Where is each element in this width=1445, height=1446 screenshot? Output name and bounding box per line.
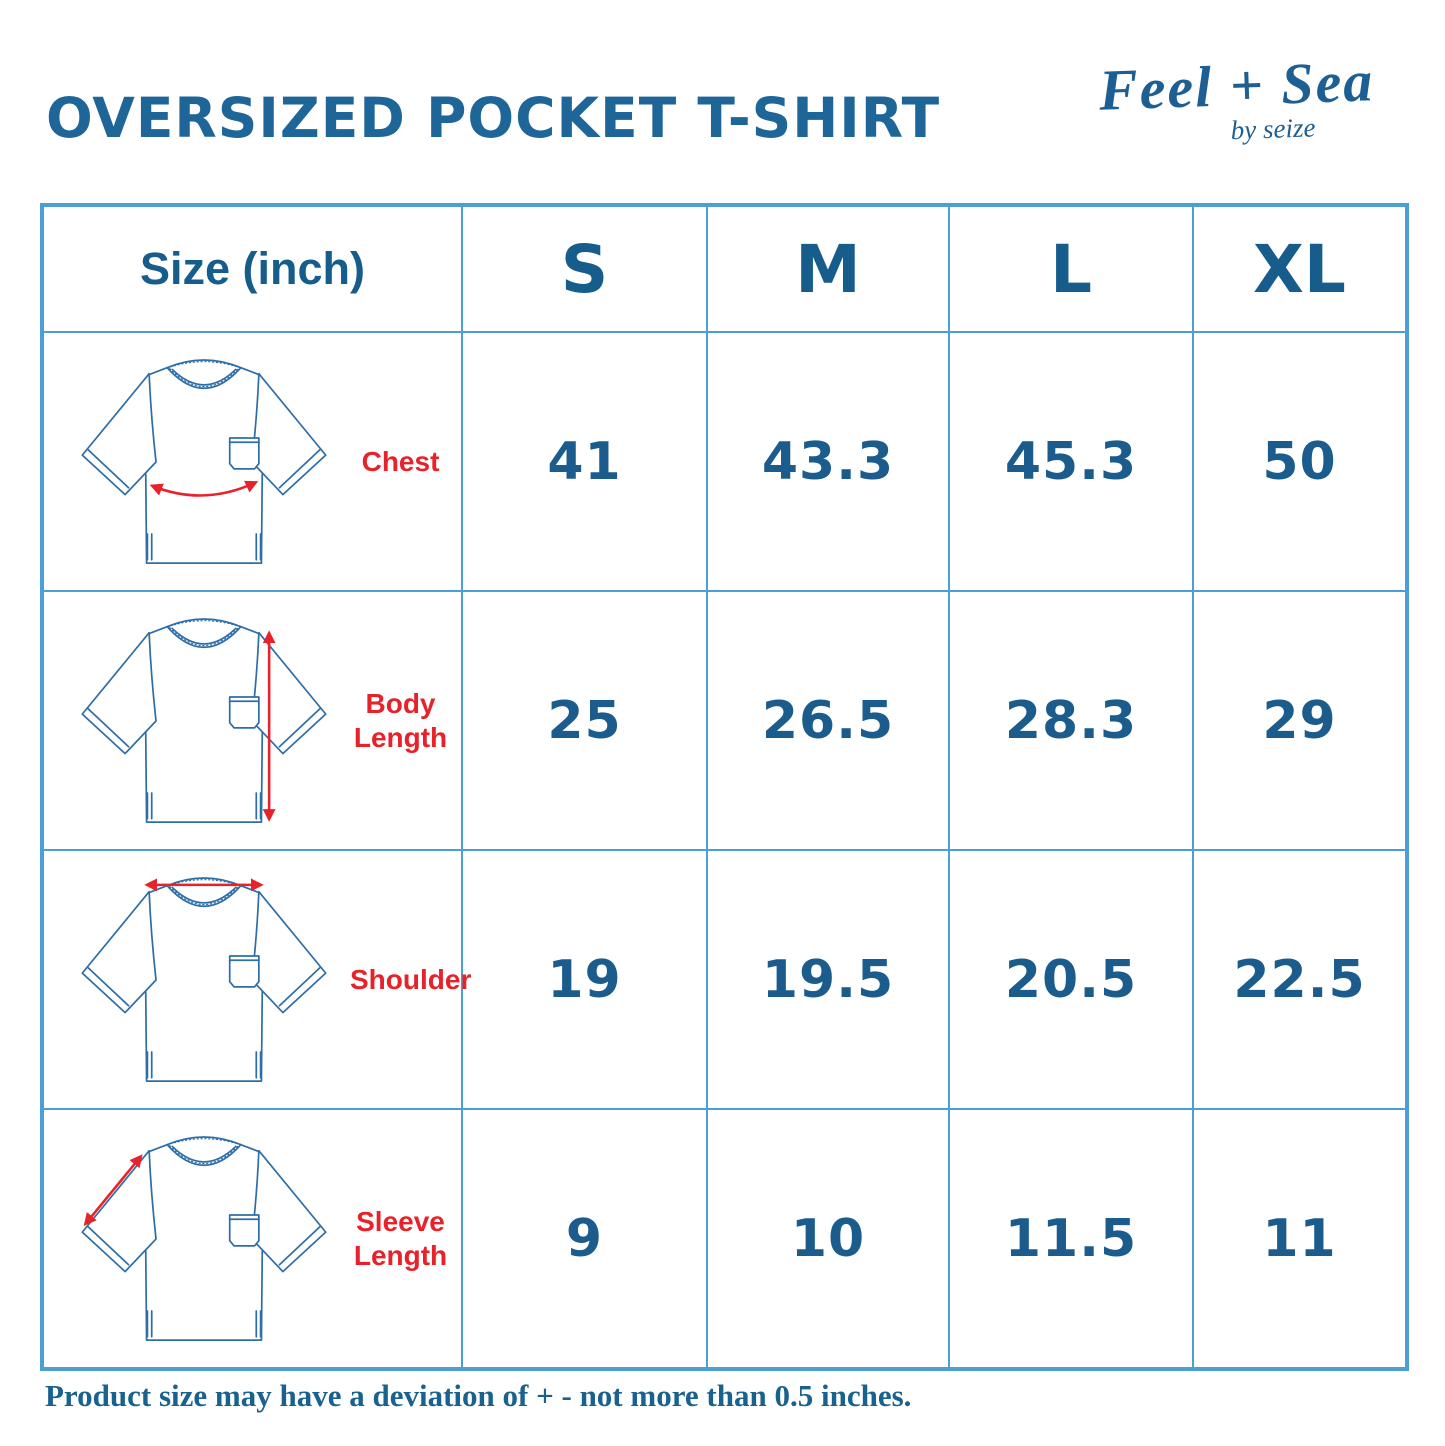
sleeve-length-measure-arrow-icon — [83, 1153, 143, 1226]
value-body-length-l: 28.3 — [948, 590, 1194, 851]
tshirt-sleeve-length-diagram — [58, 1119, 350, 1359]
value-body-length-s: 25 — [461, 590, 708, 851]
unit-header-cell: Size (inch) — [41, 204, 463, 333]
value-sleeve-length-s: 9 — [461, 1108, 708, 1370]
table-row-body-length: Body Length 25 26.5 28.3 29 — [41, 590, 1408, 851]
measure-label-chest: Chest — [361, 445, 440, 477]
size-header-l: L — [948, 204, 1194, 333]
measure-label-body-length: Body Length — [353, 688, 448, 753]
value-sleeve-length-m: 10 — [706, 1108, 950, 1370]
table-row-shoulder: Shoulder 19 19.5 20.5 22.5 — [41, 849, 1408, 1110]
tshirt-illustration-shoulder-icon — [81, 876, 327, 1082]
value-shoulder-s: 19 — [461, 849, 708, 1110]
deviation-note: Product size may have a deviation of + -… — [45, 1378, 912, 1413]
measure-label-sleeve-length: Sleeve Length — [353, 1206, 448, 1271]
size-header-xl: XL — [1192, 204, 1408, 333]
value-chest-l: 45.3 — [948, 331, 1194, 592]
measure-label-shoulder: Shoulder — [350, 963, 472, 995]
value-shoulder-m: 19.5 — [706, 849, 950, 1110]
brand-name: Feel + Sea — [1097, 48, 1376, 123]
size-header-m: M — [706, 204, 950, 333]
value-sleeve-length-xl: 11 — [1192, 1108, 1408, 1370]
value-shoulder-l: 20.5 — [948, 849, 1194, 1110]
page-title: OVERSIZED POCKET T-SHIRT — [46, 86, 941, 150]
tshirt-chest-diagram — [58, 342, 350, 582]
value-chest-s: 41 — [461, 331, 708, 592]
size-chart-table: Size (inch) S M L XL — [40, 203, 1409, 1371]
value-shoulder-xl: 22.5 — [1192, 849, 1408, 1110]
tshirt-shoulder-diagram — [58, 860, 350, 1100]
value-chest-xl: 50 — [1192, 331, 1408, 592]
value-body-length-xl: 29 — [1192, 590, 1408, 851]
measure-cell-chest: Chest — [41, 331, 463, 592]
measure-cell-shoulder: Shoulder — [41, 849, 471, 1110]
measure-cell-sleeve-length: Sleeve Length — [41, 1108, 463, 1370]
table-header-row: Size (inch) S M L XL — [41, 204, 1408, 333]
size-header-s: S — [461, 204, 708, 333]
value-sleeve-length-l: 11.5 — [948, 1108, 1194, 1370]
table-row-sleeve-length: Sleeve Length 9 10 11.5 11 — [41, 1108, 1408, 1370]
tshirt-illustration-chest-icon — [81, 358, 327, 564]
brand-logo: Feel + Sea by seize — [1065, 46, 1408, 152]
table-row-chest: Chest 41 43.3 45.3 50 — [41, 331, 1408, 592]
tshirt-body-length-diagram — [58, 601, 350, 841]
chest-measure-arrow-icon — [149, 480, 259, 497]
value-body-length-m: 26.5 — [706, 590, 950, 851]
measure-cell-body-length: Body Length — [41, 590, 463, 851]
tshirt-illustration-body-length-icon — [81, 617, 327, 823]
value-chest-m: 43.3 — [706, 331, 950, 592]
tshirt-illustration-sleeve-length-icon — [81, 1135, 327, 1341]
